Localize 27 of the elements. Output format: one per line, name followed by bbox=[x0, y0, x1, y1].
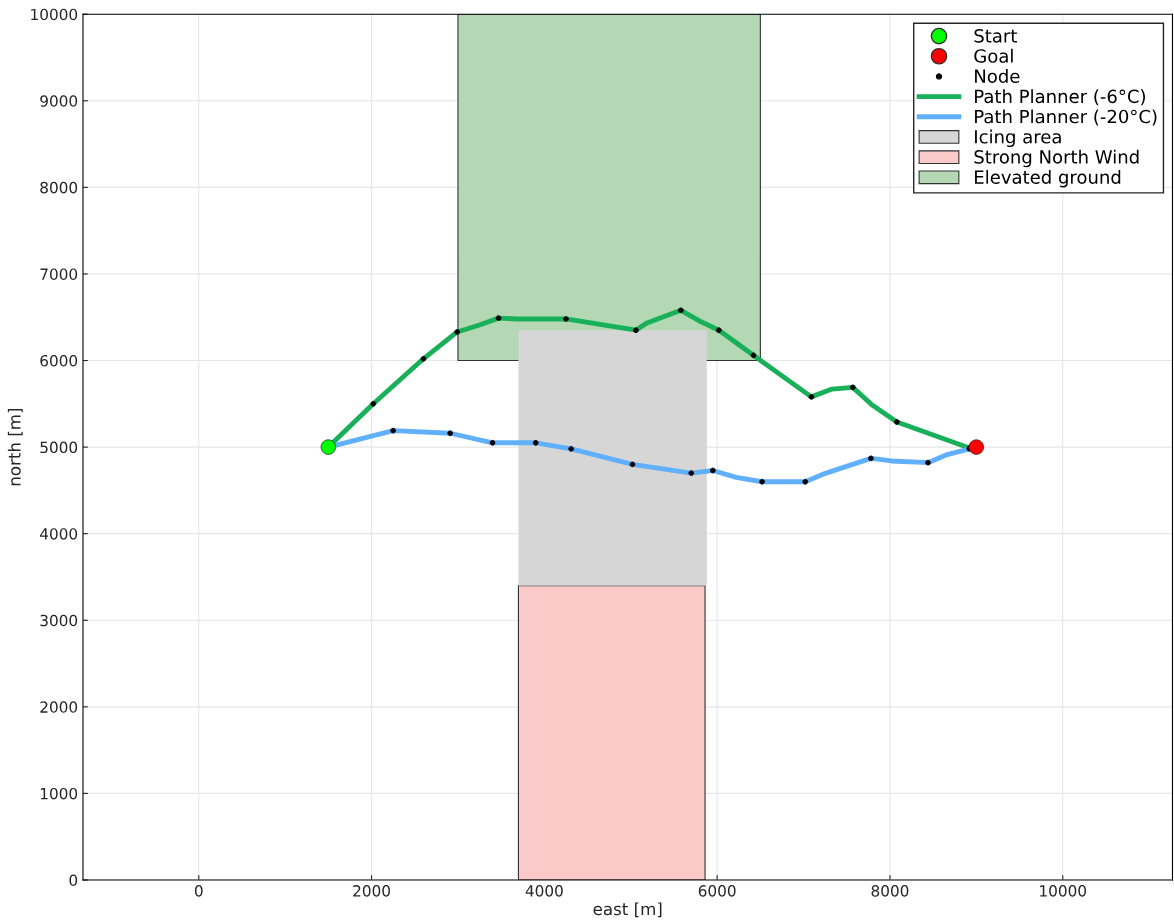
y-tick-label: 2000 bbox=[40, 701, 78, 713]
y-tick-label: 1000 bbox=[40, 787, 78, 800]
y-tick-label: 10000 bbox=[31, 8, 78, 21]
x-tick-label: 6000 bbox=[698, 885, 736, 897]
legend-label: Node bbox=[975, 69, 1020, 83]
y-tick-label: 3000 bbox=[40, 614, 78, 627]
legend-label: Icing area bbox=[975, 129, 1061, 148]
legend-label: Strong North Wind bbox=[974, 149, 1139, 168]
y-tick-label: 9000 bbox=[40, 95, 78, 107]
y-tick-label: 8000 bbox=[40, 181, 78, 194]
x-tick-label: 2000 bbox=[353, 885, 390, 897]
legend-label: Path Planner (-20°C) bbox=[975, 109, 1157, 126]
y-axis-title: north [m] bbox=[7, 408, 23, 486]
x-axis-title: east [m] bbox=[593, 902, 662, 918]
y-tick-label: 5000 bbox=[40, 441, 78, 454]
x-tick-label: 10000 bbox=[1040, 885, 1087, 897]
legend-label: Elevated ground bbox=[975, 169, 1121, 188]
x-tick-label: 4000 bbox=[525, 885, 563, 897]
y-tick-label: 4000 bbox=[40, 528, 78, 540]
x-tick-label: 8000 bbox=[871, 885, 909, 897]
legend-label: Start bbox=[974, 28, 1017, 43]
legend-label: Path Planner (-6°C) bbox=[975, 89, 1145, 106]
legend-label: Goal bbox=[974, 48, 1013, 63]
x-tick-label: 0 bbox=[194, 885, 203, 897]
y-tick-label: 7000 bbox=[40, 268, 78, 280]
y-tick-label: 0 bbox=[69, 874, 78, 887]
y-tick-label: 6000 bbox=[40, 354, 78, 367]
